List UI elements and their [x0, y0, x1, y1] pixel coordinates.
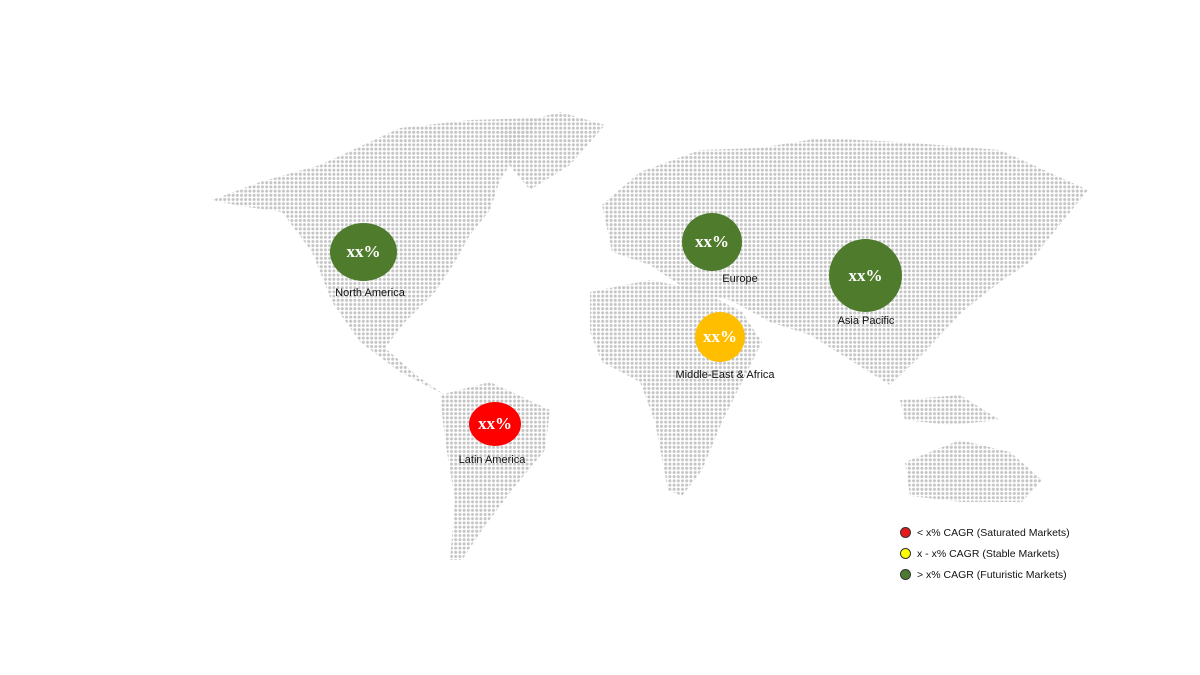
legend-item-futuristic: > x% CAGR (Futuristic Markets) — [900, 564, 1070, 585]
africa-landmass — [590, 280, 762, 496]
yellow-dot-icon — [900, 548, 911, 559]
middle-east-africa-bubble: xx% — [695, 312, 745, 362]
asia-pacific-bubble: xx% — [829, 239, 902, 312]
legend-item-stable: x - x% CAGR (Stable Markets) — [900, 543, 1070, 564]
europe-bubble: xx% — [682, 213, 742, 271]
legend-label: x - x% CAGR (Stable Markets) — [917, 547, 1060, 560]
south-america-landmass — [440, 382, 550, 560]
greenland-landmass — [500, 112, 605, 190]
north-america-bubble: xx% — [330, 223, 397, 281]
legend-label: < x% CAGR (Saturated Markets) — [917, 526, 1070, 539]
north-america-label: North America — [335, 287, 405, 299]
australia-landmass — [905, 440, 1042, 502]
legend-label: > x% CAGR (Futuristic Markets) — [917, 568, 1067, 581]
legend: < x% CAGR (Saturated Markets) x - x% CAG… — [900, 522, 1070, 585]
middle-east-africa-label: Middle-East & Africa — [675, 369, 775, 381]
green-dot-icon — [900, 569, 911, 580]
red-dot-icon — [900, 527, 911, 538]
island-landmass — [900, 395, 1000, 425]
latin-america-label: Latin America — [458, 454, 526, 466]
europe-label-text: Europe — [722, 273, 758, 285]
legend-item-saturated: < x% CAGR (Saturated Markets) — [900, 522, 1070, 543]
latin-america-bubble: xx% — [469, 402, 521, 446]
asia-pacific-label: Asia Pacific — [837, 315, 895, 327]
